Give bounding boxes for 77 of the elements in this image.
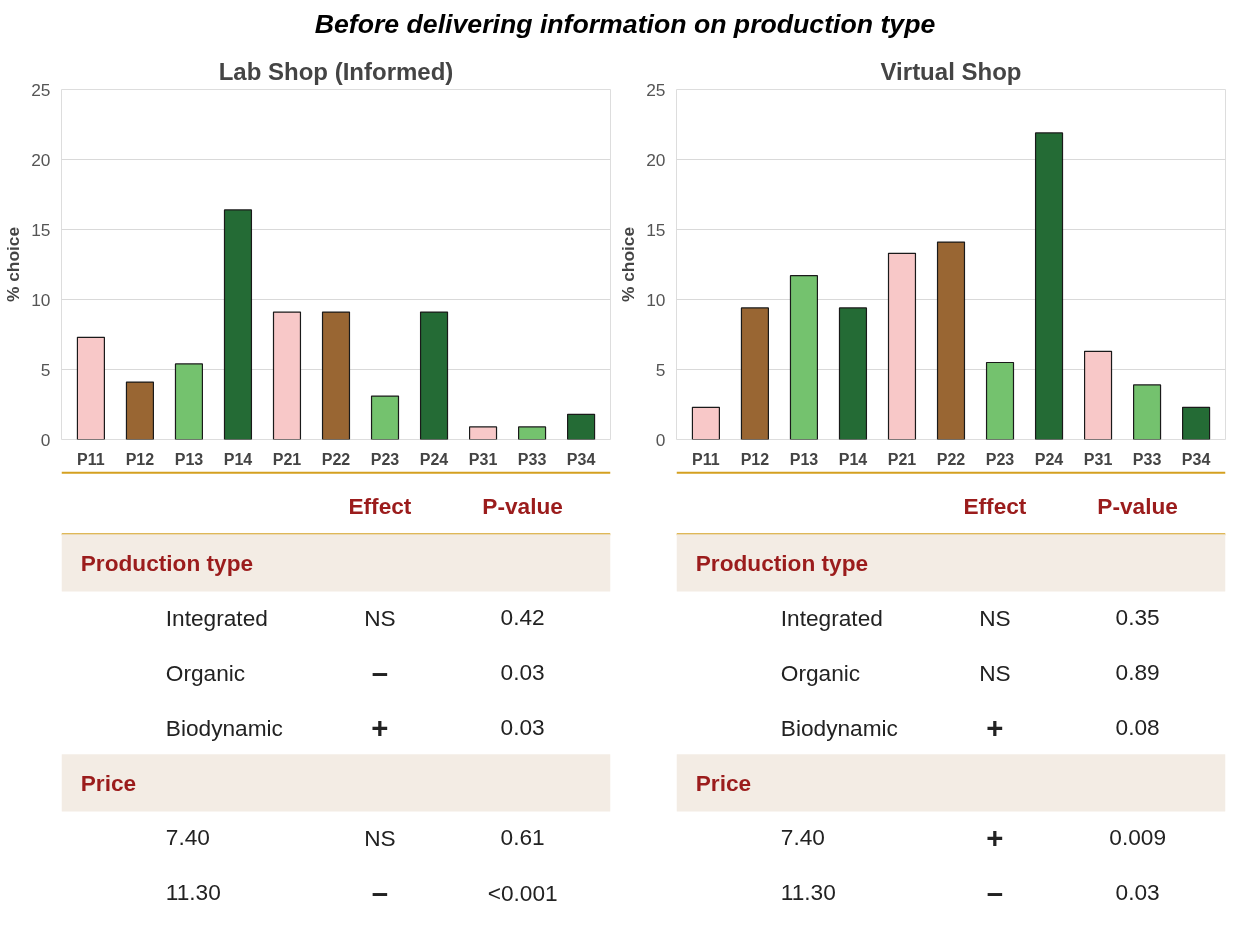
x-tick-label: P23 <box>985 450 1015 468</box>
text: – <box>371 656 389 690</box>
text: 0.08 <box>1115 714 1160 741</box>
x-tick-label: P14 <box>838 450 868 468</box>
y-axis-title: % choice <box>618 226 639 303</box>
text: Integrated <box>165 604 268 631</box>
x-tick-label: P14 <box>223 450 253 468</box>
text: 7.40 <box>165 824 210 851</box>
text: Organic <box>165 659 246 686</box>
x-tick-label: P23 <box>370 450 400 468</box>
y-tick-label: 25 <box>646 79 666 100</box>
x-tick-label: P11 <box>692 450 720 468</box>
text: 0.89 <box>1115 659 1160 686</box>
y-tick-label: 20 <box>646 149 666 170</box>
text: Before delivering information on production type <box>314 8 936 41</box>
text: Integrated <box>780 604 883 631</box>
x-tick-label: P24 <box>1034 450 1064 468</box>
text: 0.61 <box>500 824 545 851</box>
y-tick-label: 5 <box>40 359 51 380</box>
text: Effect <box>963 492 1027 519</box>
text: 0.03 <box>1115 879 1160 906</box>
text: 11.30 <box>165 879 221 906</box>
y-tick-label: 15 <box>31 219 51 240</box>
x-tick-label: P12 <box>125 450 155 468</box>
text: Biodynamic <box>165 714 283 741</box>
y-tick-label: 15 <box>646 219 666 240</box>
y-tick-label: 10 <box>646 289 666 310</box>
x-tick-label: P31 <box>468 450 498 468</box>
text: – <box>371 876 389 910</box>
text: NS <box>364 824 396 851</box>
y-tick-label: 0 <box>655 429 666 450</box>
x-tick-label: P31 <box>1083 450 1113 468</box>
x-tick-label: P12 <box>740 450 770 468</box>
text: NS <box>364 604 396 631</box>
text: Production type <box>695 549 869 576</box>
y-axis-title: % choice <box>3 226 24 303</box>
text: NS <box>979 604 1011 631</box>
chart-title: Lab Shop (Informed) <box>218 57 454 85</box>
y-tick-label: 20 <box>31 149 51 170</box>
text: 0.03 <box>500 714 545 741</box>
text: <0.001 <box>487 879 558 906</box>
x-tick-label: P24 <box>419 450 449 468</box>
text: 0.009 <box>1109 824 1167 851</box>
x-tick-label: P11 <box>77 450 105 468</box>
text: P-value <box>482 492 563 519</box>
x-tick-label: P22 <box>321 450 351 468</box>
y-tick-label: 10 <box>31 289 51 310</box>
text: Production type <box>80 549 254 576</box>
text: + <box>986 820 1004 854</box>
x-tick-label: P33 <box>517 450 547 468</box>
x-tick-label: P34 <box>566 450 596 468</box>
text: + <box>986 710 1004 744</box>
text: Effect <box>348 492 412 519</box>
text: NS <box>979 659 1011 686</box>
y-tick-label: 25 <box>31 79 51 100</box>
text: Price <box>80 769 137 796</box>
text: 0.42 <box>500 604 545 631</box>
chart-title: Virtual Shop <box>880 57 1022 85</box>
text: 0.35 <box>1115 604 1160 631</box>
y-tick-label: 0 <box>40 429 51 450</box>
text: Biodynamic <box>780 714 898 741</box>
text: P-value <box>1097 492 1178 519</box>
text: 7.40 <box>780 824 825 851</box>
text: Price <box>695 769 752 796</box>
x-tick-label: P33 <box>1132 450 1162 468</box>
x-tick-label: P13 <box>174 450 204 468</box>
x-tick-label: P34 <box>1181 450 1211 468</box>
text: 11.30 <box>780 879 836 906</box>
text: – <box>986 876 1004 910</box>
x-tick-label: P21 <box>272 450 302 468</box>
text: Organic <box>780 659 861 686</box>
y-tick-label: 5 <box>655 359 666 380</box>
x-tick-label: P13 <box>789 450 819 468</box>
text: 0.03 <box>500 659 545 686</box>
x-tick-label: P22 <box>936 450 966 468</box>
x-tick-label: P21 <box>887 450 917 468</box>
text: + <box>371 710 389 744</box>
